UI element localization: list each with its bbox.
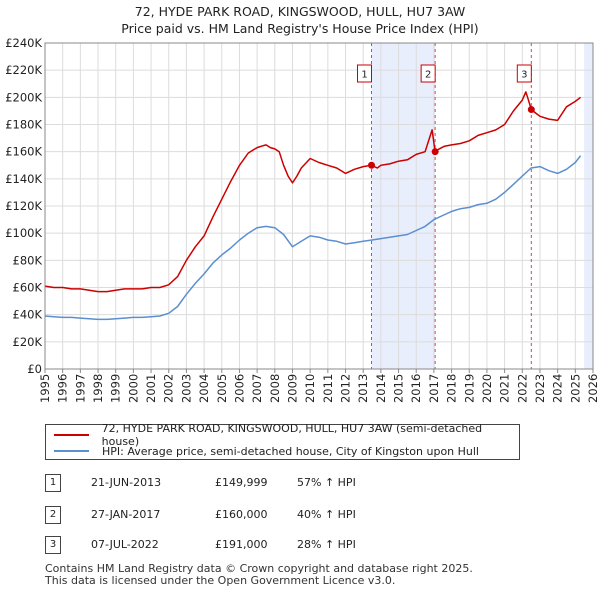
x-tick-label: 2022 <box>515 374 529 403</box>
x-tick-label: 1999 <box>109 374 123 403</box>
sale-label: 1 <box>361 70 367 81</box>
chart-subtitle: Price paid vs. HM Land Registry's House … <box>121 21 479 36</box>
legend-hpi-swatch <box>54 450 89 452</box>
x-tick-label: 2010 <box>303 374 317 403</box>
x-tick-label: 2016 <box>409 374 423 403</box>
y-tick-label: £220K <box>5 63 42 77</box>
transaction-date: 27-JAN-2017 <box>91 508 161 521</box>
x-tick-label: 2025 <box>568 374 582 403</box>
transaction-price: £191,000 <box>215 538 268 551</box>
x-tick-label: 2001 <box>144 374 158 403</box>
x-tick-label: 2021 <box>498 374 512 403</box>
plot-frame <box>44 42 594 370</box>
x-tick-label: 2017 <box>427 374 441 403</box>
hpi-line <box>44 155 582 321</box>
transaction-badge: 2 <box>45 506 61 524</box>
y-tick-label: £60K <box>13 281 43 295</box>
x-tick-label: 1998 <box>91 374 105 403</box>
x-tick-label: 1997 <box>73 374 87 403</box>
y-tick-label: £120K <box>5 199 42 213</box>
transaction-badge: 3 <box>45 536 61 554</box>
x-tick-label: 2006 <box>232 374 246 403</box>
x-tick-label: 2012 <box>339 374 353 403</box>
y-tick-label: £180K <box>5 118 42 132</box>
legend-entry-property: 72, HYDE PARK ROAD, KINGSWOOD, HULL, HU7… <box>54 422 519 448</box>
y-tick-label: £200K <box>5 90 42 104</box>
y-tick-label: £20K <box>13 335 43 349</box>
x-tick-label: 2019 <box>462 374 476 403</box>
x-tick-label: 2015 <box>392 374 406 403</box>
x-tick-label: 2023 <box>533 374 547 403</box>
property-price-line <box>44 91 582 293</box>
x-tick-label: 2018 <box>445 374 459 403</box>
x-tick-label: 2014 <box>374 374 388 403</box>
transaction-hpi: 40% ↑ HPI <box>297 508 356 521</box>
x-tick-label: 2011 <box>321 374 335 403</box>
y-tick-label: £0 <box>27 362 42 376</box>
y-tick-label: £160K <box>5 145 42 159</box>
transaction-date: 07-JUL-2022 <box>91 538 159 551</box>
sale-marker <box>431 148 439 156</box>
sale-marker <box>368 161 376 169</box>
y-tick-label: £80K <box>13 253 43 267</box>
transaction-price: £160,000 <box>215 508 268 521</box>
transaction-row: 1 21-JUN-2013 £149,999 57% ↑ HPI <box>45 474 565 494</box>
x-tick-label: 2004 <box>197 374 211 403</box>
sale-label-box <box>357 64 373 83</box>
y-tick-label: £40K <box>13 308 43 322</box>
legend-property-label: 72, HYDE PARK ROAD, KINGSWOOD, HULL, HU7… <box>101 422 483 448</box>
sale-marker <box>527 106 535 114</box>
x-tick-label: 2007 <box>250 374 264 403</box>
transaction-row: 3 07-JUL-2022 £191,000 28% ↑ HPI <box>45 536 565 556</box>
transaction-price: £149,999 <box>215 476 268 489</box>
x-tick-label: 2008 <box>268 374 282 403</box>
transaction-hpi: 57% ↑ HPI <box>297 476 356 489</box>
transaction-date: 21-JUN-2013 <box>91 476 162 489</box>
transaction-badge: 1 <box>45 474 61 492</box>
footer-licence: This data is licensed under the Open Gov… <box>45 574 396 587</box>
legend-hpi-label: HPI: Average price, semi-detached house,… <box>102 444 479 458</box>
x-tick-label: 1996 <box>56 374 70 403</box>
transaction-hpi: 28% ↑ HPI <box>297 538 356 551</box>
x-tick-label: 2013 <box>356 374 370 403</box>
chart-title: 72, HYDE PARK ROAD, KINGSWOOD, HULL, HU7… <box>134 4 466 19</box>
y-tick-label: £140K <box>5 172 42 186</box>
x-tick-label: 2020 <box>480 374 494 403</box>
x-tick-label: 2009 <box>285 374 299 403</box>
sale-label-box <box>420 64 436 83</box>
x-tick-label: 2026 <box>586 374 600 403</box>
x-tick-label: 2003 <box>179 374 193 403</box>
legend-entry-hpi: HPI: Average price, semi-detached house,… <box>54 444 479 458</box>
x-tick-label: 2005 <box>215 374 229 403</box>
legend-property-swatch <box>54 434 89 436</box>
x-tick-label: 2024 <box>551 374 565 403</box>
price-chart: 1 2 3 £0 £20K £40K £60K £80K £100K £120K £140K £160… <box>5 36 600 403</box>
x-tick-label: 2002 <box>162 374 176 403</box>
x-tick-label: 1995 <box>38 374 52 403</box>
footer-copyright: Contains HM Land Registry data © Crown c… <box>45 562 473 575</box>
y-tick-label: £100K <box>5 226 42 240</box>
legend: 72, HYDE PARK ROAD, KINGSWOOD, HULL, HU7… <box>45 422 520 460</box>
sale-label: 2 <box>425 70 431 81</box>
sale-label: 3 <box>521 70 527 81</box>
sale-label-box <box>516 64 532 83</box>
transaction-row: 2 27-JAN-2017 £160,000 40% ↑ HPI <box>45 506 565 526</box>
y-tick-label: £240K <box>5 36 42 50</box>
x-tick-label: 2000 <box>126 374 140 403</box>
